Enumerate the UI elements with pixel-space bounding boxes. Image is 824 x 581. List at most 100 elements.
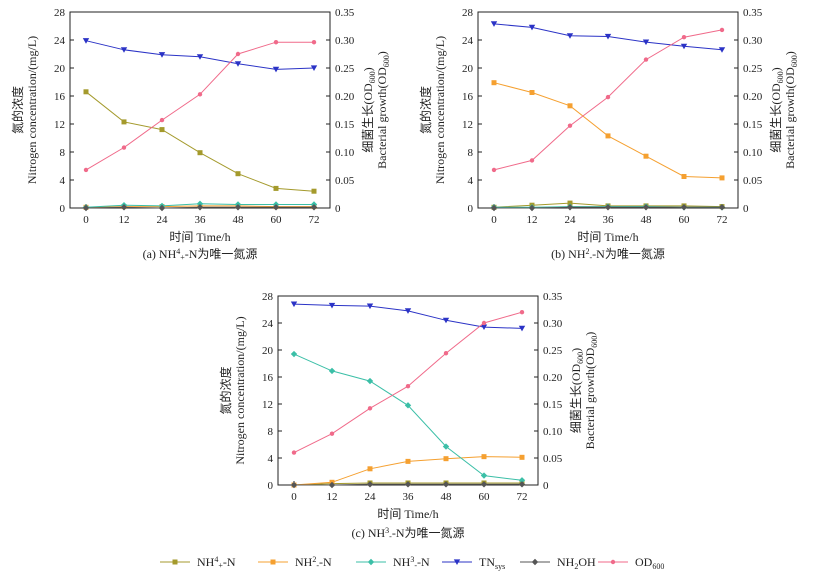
y-tick-label: 24 (54, 35, 66, 47)
data-point (643, 57, 649, 62)
y2-tick-label: 0.05 (743, 175, 763, 187)
legend-item: TNsys (442, 555, 505, 571)
legend-marker (367, 558, 375, 566)
x-axis-title: 时间 Time/h (377, 507, 438, 521)
legend-item: NH2OH (520, 555, 596, 571)
data-point (235, 171, 241, 177)
y2-tick-label: 0.30 (543, 318, 563, 330)
y-tick-label: 4 (468, 175, 474, 187)
y2-tick-label: 0.20 (743, 91, 763, 103)
y2-tick-label: 0.30 (335, 35, 355, 47)
series-TNsys (290, 301, 526, 332)
chart-panel-0: 048121620242800.050.100.150.200.250.300.… (10, 7, 391, 262)
data-point (642, 39, 650, 46)
y-tick-label: 20 (54, 63, 66, 75)
data-point (442, 443, 450, 450)
y2-tick-label: 0.15 (743, 119, 763, 131)
y2-axis-title-cn: 细菌生长(OD600) (361, 67, 377, 152)
y-tick-label: 12 (462, 119, 473, 131)
x-tick-label: 72 (517, 491, 528, 503)
data-point (567, 103, 573, 109)
data-point (490, 21, 498, 27)
data-point (366, 303, 374, 310)
data-point (404, 308, 412, 314)
legend-label: NH2OH (557, 555, 596, 571)
x-tick-label: 36 (603, 214, 615, 226)
y-tick-label: 28 (462, 7, 474, 19)
y-axis-title-en: Nitrogen concentration/(mg/L) (433, 36, 447, 184)
series-TNsys (82, 38, 318, 73)
data-point (443, 456, 449, 462)
y-tick-label: 4 (60, 175, 66, 187)
legend-item: NH2--N (258, 555, 332, 570)
legend-label: TNsys (479, 555, 505, 571)
series-line (85, 91, 315, 192)
y2-tick-label: 0.15 (543, 399, 563, 411)
x-axis-title: 时间 Time/h (577, 230, 638, 244)
y2-tick-label: 0.10 (743, 147, 763, 159)
data-point (121, 119, 127, 125)
legend-marker (453, 559, 461, 565)
data-point (567, 123, 573, 128)
x-tick-label: 72 (309, 214, 320, 226)
data-point (605, 94, 611, 100)
x-tick-label: 0 (83, 214, 89, 226)
data-point (158, 204, 166, 212)
data-point (329, 431, 335, 436)
series-line (293, 303, 523, 329)
data-point (366, 481, 374, 488)
data-point (566, 204, 574, 211)
legend-marker (531, 558, 539, 566)
data-point (366, 377, 374, 385)
data-point (480, 481, 488, 488)
y2-tick-label: 0 (543, 480, 549, 492)
data-point (272, 204, 280, 211)
data-point (290, 350, 298, 358)
data-point (405, 458, 411, 464)
legend-label: OD600 (635, 555, 664, 571)
data-point (82, 38, 90, 44)
y2-tick-label: 0.20 (335, 91, 355, 103)
y2-axis-title-cn: 细菌生长(OD600) (569, 348, 585, 433)
data-point (311, 188, 317, 194)
x-tick-label: 48 (233, 214, 245, 226)
chart-panel-2: 048121620242800.050.100.150.200.250.300.… (218, 291, 599, 541)
x-tick-label: 0 (291, 491, 297, 503)
y2-tick-label: 0 (743, 203, 749, 215)
data-point (197, 150, 203, 156)
series-line (493, 29, 723, 171)
x-tick-label: 60 (679, 214, 691, 226)
y2-tick-label: 0.10 (335, 147, 355, 159)
data-point (528, 24, 536, 31)
y2-tick-label: 0.25 (335, 63, 355, 75)
data-point (310, 204, 318, 211)
data-point (718, 47, 726, 53)
y2-tick-label: 0.35 (743, 7, 763, 19)
data-point (605, 133, 611, 139)
data-point (290, 301, 298, 308)
y-tick-label: 8 (268, 426, 274, 438)
y2-tick-label: 0.35 (543, 291, 563, 303)
data-point (158, 52, 166, 58)
x-tick-label: 24 (157, 214, 169, 226)
data-point (604, 204, 612, 211)
legend-item: NH3--N (356, 555, 430, 570)
y-tick-label: 16 (462, 91, 474, 103)
data-point (273, 40, 279, 45)
data-point (310, 65, 318, 71)
series-NH2OH (290, 481, 526, 489)
data-point (604, 33, 612, 40)
x-axis-title: 时间 Time/h (169, 230, 230, 244)
data-point (272, 66, 280, 73)
data-point (196, 204, 204, 211)
data-point (519, 310, 525, 315)
y2-tick-label: 0.15 (335, 119, 355, 131)
y-tick-label: 20 (262, 345, 274, 357)
y2-tick-label: 0.30 (743, 35, 763, 47)
y-tick-label: 12 (54, 119, 65, 131)
legend-item: OD600 (598, 555, 664, 571)
series-NH2OH (490, 204, 726, 212)
data-point (680, 204, 688, 211)
data-point (291, 450, 297, 455)
